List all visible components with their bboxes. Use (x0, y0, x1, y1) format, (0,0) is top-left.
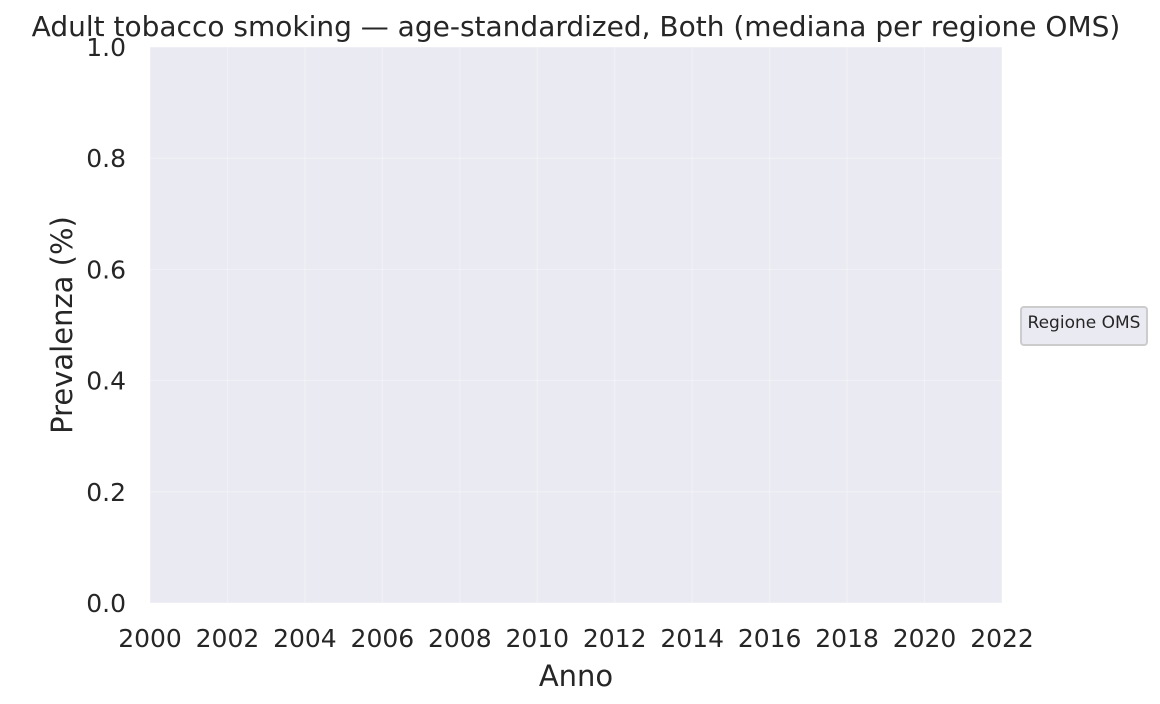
x-tick-label: 2020 (893, 624, 957, 653)
x-tick-label: 2014 (660, 624, 724, 653)
x-tick-label: 2006 (351, 624, 415, 653)
grid-lines (149, 46, 1003, 604)
x-tick-label: 2008 (428, 624, 492, 653)
x-tick-label: 2016 (738, 624, 802, 653)
plot-area (150, 47, 1002, 603)
legend: Regione OMS (1020, 306, 1148, 346)
legend-box (1020, 306, 1148, 346)
y-tick-label: 1.0 (86, 33, 126, 62)
x-tick-label: 2002 (196, 624, 260, 653)
x-axis-label: Anno (539, 659, 613, 693)
y-tick-label: 0.8 (86, 144, 126, 173)
y-tick-labels: 0.0 0.2 0.4 0.6 0.8 1.0 (86, 33, 126, 618)
y-tick-label: 0.2 (86, 478, 126, 507)
y-tick-label: 0.0 (86, 589, 126, 618)
x-tick-label: 2012 (583, 624, 647, 653)
x-tick-label: 2004 (273, 624, 337, 653)
chart-title: Adult tobacco smoking — age-standardized… (32, 10, 1121, 43)
legend-title: Regione OMS (1028, 313, 1141, 333)
x-tick-label: 2022 (970, 624, 1034, 653)
y-tick-label: 0.4 (86, 367, 126, 396)
y-axis-label: Prevalenza (%) (45, 216, 79, 434)
x-tick-labels: 2000 2002 2004 2006 2008 2010 2012 2014 2016 2018… (118, 624, 1034, 653)
x-tick-label: 2018 (815, 624, 879, 653)
y-tick-label: 0.6 (86, 255, 126, 284)
x-tick-label: 2010 (505, 624, 569, 653)
x-tick-label: 2000 (118, 624, 182, 653)
